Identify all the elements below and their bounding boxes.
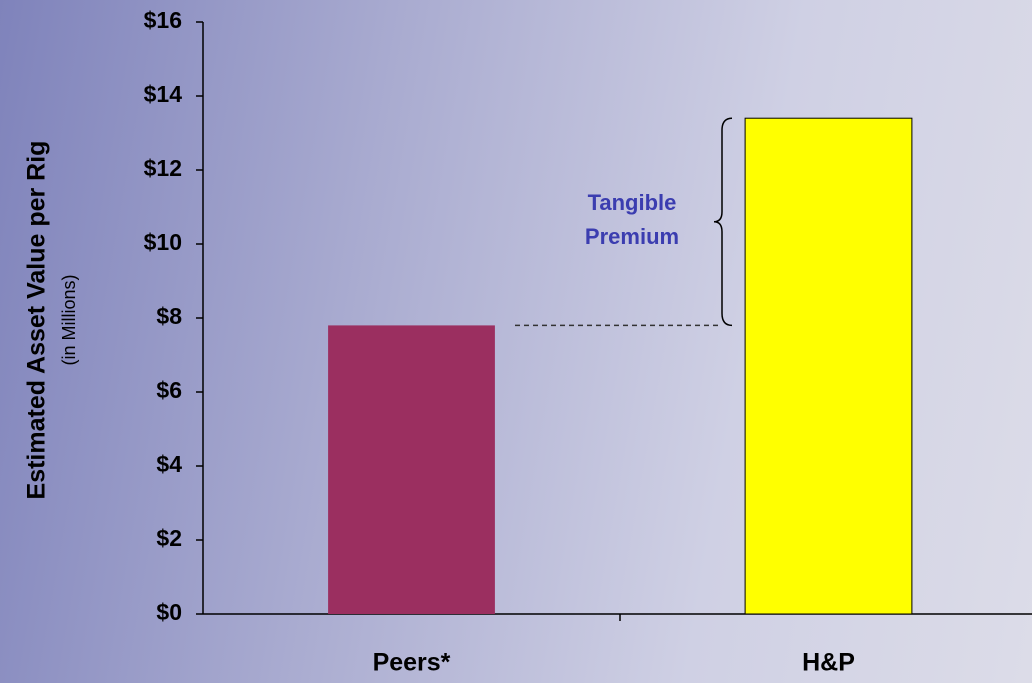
- annotation: Tangible Premium: [584, 190, 680, 249]
- y-tick-label: $12: [144, 155, 182, 181]
- y-tick-label: $14: [144, 81, 183, 107]
- y-axis-title: Estimated Asset Value per Rig: [23, 141, 51, 500]
- y-tick-label: $0: [156, 599, 182, 625]
- bar: [744, 117, 913, 615]
- bar: [328, 325, 495, 614]
- y-tick-label: $8: [156, 303, 182, 329]
- y-tick-label: $2: [156, 525, 182, 551]
- y-tick-label: $4: [156, 451, 182, 477]
- x-tick-label: H&P: [802, 649, 855, 677]
- x-tick-label: Peers*: [373, 649, 451, 677]
- y-axis-subtitle: (in Millions): [59, 274, 79, 365]
- y-tick-label: $16: [144, 7, 182, 33]
- y-tick-label: $10: [144, 229, 182, 255]
- y-tick-label: $6: [156, 377, 182, 403]
- brace: [713, 117, 733, 327]
